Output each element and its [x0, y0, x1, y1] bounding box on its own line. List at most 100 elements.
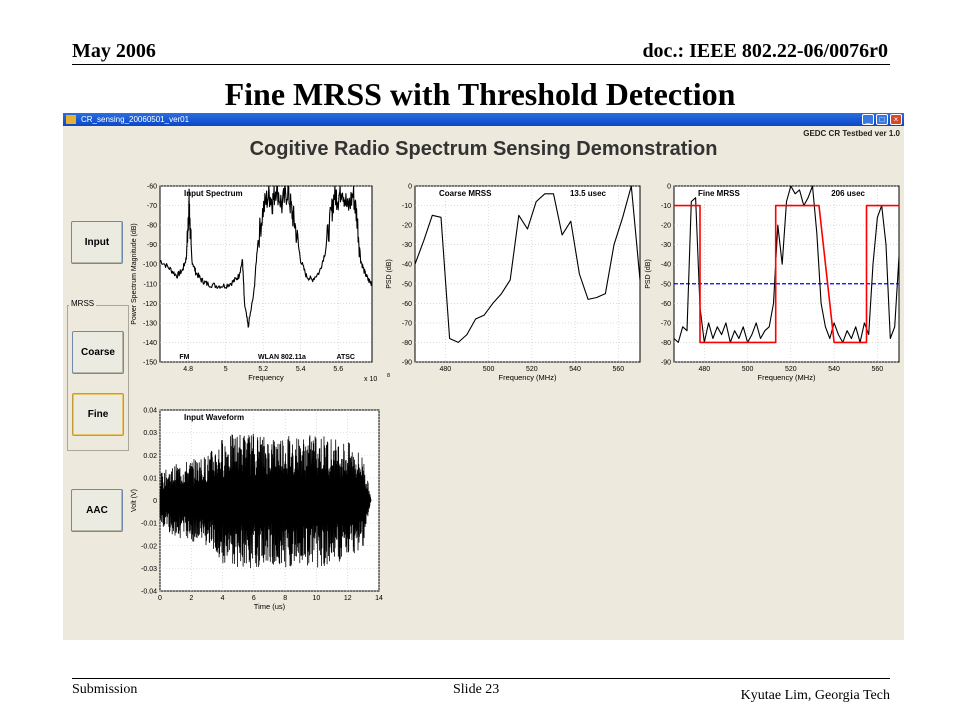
mrss-group-label: MRSS: [69, 299, 97, 308]
footer-author: Kyutae Lim, Georgia Tech: [740, 688, 890, 703]
input-waveform-x-tick-label: 0: [158, 595, 162, 602]
input-spectrum-series-0-line: [159, 185, 373, 328]
input-spectrum-x-tick-label: 4.8: [183, 366, 193, 373]
fine-mrss-x-tick-label: 480: [698, 366, 710, 373]
slide-date: May 2006: [72, 40, 156, 62]
coarse-mrss-y-tick-label: -80: [402, 340, 412, 347]
input-spectrum-y-tick-label: -130: [143, 320, 157, 327]
aac-button[interactable]: AAC: [71, 489, 123, 532]
input-waveform-chart: 0 2 4 6 8 10 12 14 0.04 0.03 0.02 0.01 0 -0.01 -0.02 -0…: [131, 408, 383, 612]
input-spectrum-x-tick-label: 5.6: [333, 366, 343, 373]
coarse-mrss-plot-area: [414, 185, 641, 363]
app-icon: [66, 115, 76, 124]
fine-mrss-y-tick-label: -40: [661, 262, 671, 269]
input-spectrum-y-tick-label: -80: [147, 223, 157, 230]
input-spectrum-chart: 4.8 5 5.2 5.4 5.6 -60 -70 -80 -90 -100 -110 -120 -13…: [131, 184, 390, 384]
input-spectrum-y-tick-label: -120: [143, 301, 157, 308]
coarse-mrss-y-tick-label: -10: [402, 203, 412, 210]
input-spectrum-x-exponent-label: x 10: [364, 376, 377, 383]
maximize-icon[interactable]: □: [876, 114, 888, 125]
input-spectrum-y-tick-label: -140: [143, 340, 157, 347]
coarse-mrss-y-tick-label: -90: [402, 360, 412, 367]
input-waveform-y-tick-label: 0.04: [143, 408, 157, 415]
input-waveform-x-axis-label: Time (us): [254, 602, 286, 611]
fine-mrss-x-tick-label: 540: [828, 366, 840, 373]
input-button[interactable]: Input: [71, 221, 123, 264]
fine-mrss-y-tick-label: -80: [661, 340, 671, 347]
input-waveform-x-tick-label: 8: [283, 595, 287, 602]
input-spectrum-band-label: FM: [179, 354, 189, 361]
input-spectrum-x-tick-label: 5.4: [296, 366, 306, 373]
input-waveform-y-tick-label: 0.03: [143, 430, 157, 437]
coarse-mrss-y-tick-label: -40: [402, 262, 412, 269]
coarse-mrss-x-tick-label: 540: [569, 366, 581, 373]
header-rule: [72, 64, 890, 65]
fine-mrss-series-psd-line: [673, 185, 900, 343]
fine-mrss-x-tick-label: 560: [872, 366, 884, 373]
input-waveform-y-tick-label: -0.02: [141, 543, 157, 550]
input-waveform-y-tick-label: -0.04: [141, 589, 157, 596]
app-heading: Cogitive Radio Spectrum Sensing Demonstr…: [249, 138, 718, 160]
coarse-mrss-y-axis-label: PSD (dB): [386, 259, 393, 289]
input-waveform-y-axis-label: Volt (V): [131, 489, 138, 512]
coarse-mrss-x-tick-label: 560: [613, 366, 625, 373]
input-waveform-series-0-line: [159, 433, 372, 569]
input-spectrum-title: Input Spectrum: [184, 189, 243, 198]
doc-number: doc.: IEEE 802.22-06/0076r0: [642, 40, 888, 62]
fine-mrss-y-axis-label: PSD (dB): [645, 259, 652, 289]
coarse-mrss-chart: 480 500 520 540 560 0 -10 -20 -30 -40 -50 -60 -70 -80…: [386, 184, 641, 382]
coarse-button[interactable]: Coarse: [72, 331, 124, 374]
fine-button[interactable]: Fine: [72, 393, 124, 436]
coarse-mrss-x-axis-label: Frequency (MHz): [499, 373, 557, 382]
footer-rule: [72, 678, 890, 679]
input-spectrum-x-axis-label: Frequency: [248, 373, 284, 382]
input-spectrum-y-tick-label: -150: [143, 360, 157, 367]
fine-mrss-y-tick-label: -30: [661, 242, 671, 249]
fine-mrss-x-tick-label: 520: [785, 366, 797, 373]
fine-mrss-title: Fine MRSS: [698, 189, 740, 198]
fine-mrss-y-tick-label: -20: [661, 223, 671, 230]
input-waveform-title: Input Waveform: [184, 413, 244, 422]
input-waveform-x-tick-label: 6: [252, 595, 256, 602]
input-spectrum-y-tick-label: -110: [144, 281, 158, 288]
coarse-mrss-x-tick-label: 500: [483, 366, 495, 373]
close-icon[interactable]: ×: [890, 114, 902, 125]
input-waveform-y-tick-label: 0: [153, 498, 157, 505]
fine-mrss-annotation: 206 usec: [831, 189, 865, 198]
slide-title: Fine MRSS with Threshold Detection: [224, 76, 736, 112]
fine-mrss-y-tick-label: -10: [661, 203, 671, 210]
charts-area: 4.8 5 5.2 5.4 5.6-60-70-80-90-100-110-120-13…: [131, 184, 900, 612]
input-spectrum-y-tick-label: -90: [147, 242, 157, 249]
footer-submission: Submission: [72, 682, 138, 697]
fine-mrss-series-mrss-line: [674, 204, 899, 344]
input-waveform-x-tick-label: 4: [221, 595, 225, 602]
window-titlebar[interactable]: CR_sensing_20060501_ver01 _ □ ×: [63, 113, 904, 126]
coarse-mrss-y-tick-label: -50: [402, 281, 412, 288]
input-waveform-y-tick-label: -0.03: [141, 566, 157, 573]
input-spectrum-y-tick-label: -60: [147, 184, 157, 191]
input-spectrum-plot-area: [159, 185, 373, 363]
input-waveform-x-tick-label: 14: [375, 595, 383, 602]
input-spectrum-y-tick-label: -100: [143, 262, 157, 269]
fine-mrss-plot-area: [673, 185, 900, 363]
fine-mrss-y-tick-label: -70: [661, 320, 671, 327]
testbed-version: GEDC CR Testbed ver 1.0: [803, 129, 900, 138]
input-waveform-x-tick-label: 2: [189, 595, 193, 602]
input-waveform-y-tick-label: 0.02: [143, 453, 157, 460]
fine-mrss-x-tick-label: 500: [742, 366, 754, 373]
fine-mrss-x-axis-label: Frequency (MHz): [758, 373, 816, 382]
footer-slide-number: Slide 23: [453, 682, 500, 697]
window-title: CR_sensing_20060501_ver01: [81, 115, 190, 124]
fine-mrss-y-tick-label: -60: [661, 301, 671, 308]
coarse-mrss-title: Coarse MRSS: [439, 189, 492, 198]
input-waveform-x-tick-label: 12: [344, 595, 352, 602]
minimize-icon[interactable]: _: [862, 114, 874, 125]
coarse-mrss-y-tick-label: -60: [402, 301, 412, 308]
input-spectrum-x-exponent: 8: [387, 373, 390, 379]
fine-mrss-chart: 480 500 520 540 560 0 -10 -20 -30 -40 -50 -60 -70 -80…: [645, 184, 900, 382]
coarse-mrss-x-tick-label: 480: [439, 366, 451, 373]
coarse-mrss-y-tick-label: 0: [408, 184, 412, 191]
input-spectrum-band-label: ATSC: [336, 354, 355, 361]
input-waveform-x-tick-label: 10: [313, 595, 321, 602]
fine-mrss-y-tick-label: -50: [661, 281, 671, 288]
